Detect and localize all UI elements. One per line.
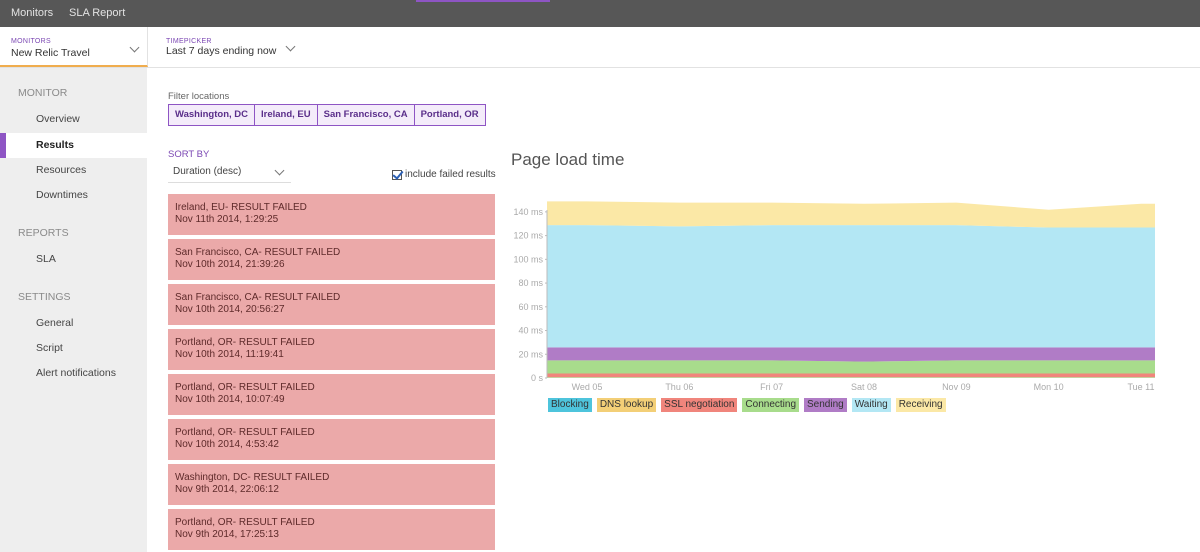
y-tick-label: 60 ms <box>518 302 543 312</box>
page-load-time-chart: 0 s 20 ms 40 ms 60 ms 80 ms 100 ms 120 ms 140 m… <box>513 201 1155 392</box>
result-item[interactable]: Portland, OR- RESULT FAILED Nov 10th 201… <box>168 329 495 370</box>
sort-select[interactable]: Duration (desc) <box>168 162 291 183</box>
y-tick-label: 120 ms <box>513 231 543 241</box>
result-item[interactable]: Portland, OR- RESULT FAILED Nov 10th 201… <box>168 374 495 415</box>
x-tick-label: Mon 10 <box>1034 382 1064 392</box>
monitor-value: New Relic Travel <box>11 47 90 59</box>
include-failed-toggle[interactable]: include failed results <box>392 169 496 180</box>
legend-item-waiting[interactable]: Waiting <box>851 398 891 412</box>
sidebar-section-settings: SETTINGS <box>18 291 71 303</box>
result-title: Portland, OR- RESULT FAILED <box>175 427 315 438</box>
legend-item-ssl-negotiation[interactable]: SSL negotiation <box>661 398 738 412</box>
result-time: Nov 10th 2014, 20:56:27 <box>175 304 285 315</box>
timepicker[interactable]: TIMEPICKER Last 7 days ending now <box>148 27 308 67</box>
y-tick-label: 40 ms <box>518 326 543 336</box>
timepicker-value: Last 7 days ending now <box>166 45 277 57</box>
top-nav-accent <box>416 0 550 2</box>
timepicker-label: TIMEPICKER <box>166 38 212 45</box>
sidebar-item-resources[interactable]: Resources <box>36 164 87 176</box>
sidebar-section-monitor: MONITOR <box>18 87 68 99</box>
x-tick-label: Thu 06 <box>665 382 693 392</box>
sort-select-value: Duration (desc) <box>173 166 242 177</box>
top-nav-bar: Monitors SLA Report <box>0 0 1200 27</box>
x-tick-label: Fri 07 <box>760 382 783 392</box>
result-time: Nov 10th 2014, 10:07:49 <box>175 394 285 405</box>
filter-locations-group: Washington, DC Ireland, EU San Francisco… <box>168 104 486 126</box>
sidebar-item-script[interactable]: Script <box>36 342 63 354</box>
area-series-waiting <box>547 225 1155 348</box>
filter-location-portland[interactable]: Portland, OR <box>420 109 479 120</box>
y-tick-label: 0 s <box>531 373 544 383</box>
legend-item-blocking[interactable]: Blocking <box>548 398 592 412</box>
monitors-label: MONITORS <box>11 38 51 45</box>
area-series-connecting <box>547 360 1155 374</box>
x-tick-label: Wed 05 <box>572 382 603 392</box>
result-title: Portland, OR- RESULT FAILED <box>175 517 315 528</box>
chart-legend: Blocking DNS lookup SSL negotiation Connect… <box>548 398 946 412</box>
sidebar-item-downtimes[interactable]: Downtimes <box>36 189 88 201</box>
filter-location-ireland[interactable]: Ireland, EU <box>255 105 318 125</box>
y-tick-label: 140 ms <box>513 207 543 217</box>
result-item[interactable]: San Francisco, CA- RESULT FAILED Nov 10t… <box>168 239 495 280</box>
legend-item-sending[interactable]: Sending <box>804 398 847 412</box>
sidebar-section-reports: REPORTS <box>18 227 69 239</box>
y-tick-label: 80 ms <box>518 278 543 288</box>
x-tick-label: Nov 09 <box>942 382 971 392</box>
topnav-sla-report-link[interactable]: SLA Report <box>69 7 126 19</box>
include-failed-checkbox[interactable] <box>392 169 402 180</box>
sidebar-item-results[interactable]: Results <box>0 133 147 158</box>
result-item[interactable]: Washington, DC- RESULT FAILED Nov 9th 20… <box>168 464 495 505</box>
x-tick-label: Tue 11 <box>1127 382 1154 392</box>
result-title: Portland, OR- RESULT FAILED <box>175 337 315 348</box>
result-item[interactable]: Ireland, EU- RESULT FAILED Nov 11th 2014… <box>168 194 495 235</box>
result-title: San Francisco, CA- RESULT FAILED <box>175 247 341 258</box>
chevron-down-icon <box>285 41 296 52</box>
result-time: Nov 10th 2014, 11:19:41 <box>175 349 284 360</box>
chart-title: Page load time <box>511 150 625 169</box>
result-title: Ireland, EU- RESULT FAILED <box>175 202 307 213</box>
result-item[interactable]: Portland, OR- RESULT FAILED Nov 9th 2014… <box>168 509 495 550</box>
x-tick-label: Sat 08 <box>851 382 877 392</box>
sort-by-label: SORT BY <box>168 149 210 160</box>
result-item[interactable]: Portland, OR- RESULT FAILED Nov 10th 201… <box>168 419 495 460</box>
chevron-down-icon <box>274 165 285 176</box>
y-tick-label: 20 ms <box>518 349 543 359</box>
monitor-selector[interactable]: MONITORS New Relic Travel <box>0 27 148 67</box>
area-series-dns-lookup <box>547 377 1155 378</box>
include-failed-label: include failed results <box>405 169 496 180</box>
header-bar: MONITORS New Relic Travel TIMEPICKER Las… <box>0 27 1200 68</box>
sidebar-item-overview[interactable]: Overview <box>36 113 80 125</box>
result-title: Portland, OR- RESULT FAILED <box>175 382 315 393</box>
sidebar-item-alert-notifications[interactable]: Alert notifications <box>36 367 116 379</box>
result-time: Nov 11th 2014, 1:29:25 <box>175 214 279 225</box>
filter-locations-label: Filter locations <box>168 91 230 102</box>
result-title: Washington, DC- RESULT FAILED <box>175 472 330 483</box>
sidebar: MONITOR Overview Results Resources Downt… <box>0 68 147 552</box>
area-series-sending <box>547 347 1155 362</box>
result-time: Nov 10th 2014, 4:53:42 <box>175 439 279 450</box>
y-tick-label: 100 ms <box>513 254 543 264</box>
result-time: Nov 10th 2014, 21:39:26 <box>175 259 285 270</box>
result-time: Nov 9th 2014, 17:25:13 <box>175 529 279 540</box>
legend-item-dns-lookup[interactable]: DNS lookup <box>596 398 657 412</box>
filter-location-washington[interactable]: Washington, DC <box>169 105 255 125</box>
topnav-monitors-link[interactable]: Monitors <box>11 7 54 19</box>
filter-location-san-francisco[interactable]: San Francisco, CA <box>318 105 415 125</box>
result-title: San Francisco, CA- RESULT FAILED <box>175 292 341 303</box>
chevron-down-icon <box>129 42 140 53</box>
result-time: Nov 9th 2014, 22:06:12 <box>175 484 279 495</box>
sidebar-item-sla[interactable]: SLA <box>36 253 56 265</box>
result-item[interactable]: San Francisco, CA- RESULT FAILED Nov 10t… <box>168 284 495 325</box>
results-list: Ireland, EU- RESULT FAILED Nov 11th 2014… <box>168 194 495 552</box>
area-series-receiving <box>547 201 1155 228</box>
sidebar-item-general[interactable]: General <box>36 317 74 329</box>
legend-item-receiving[interactable]: Receiving <box>895 398 946 412</box>
area-series-ssl-negotiation <box>547 373 1155 378</box>
legend-item-connecting[interactable]: Connecting <box>742 398 800 412</box>
